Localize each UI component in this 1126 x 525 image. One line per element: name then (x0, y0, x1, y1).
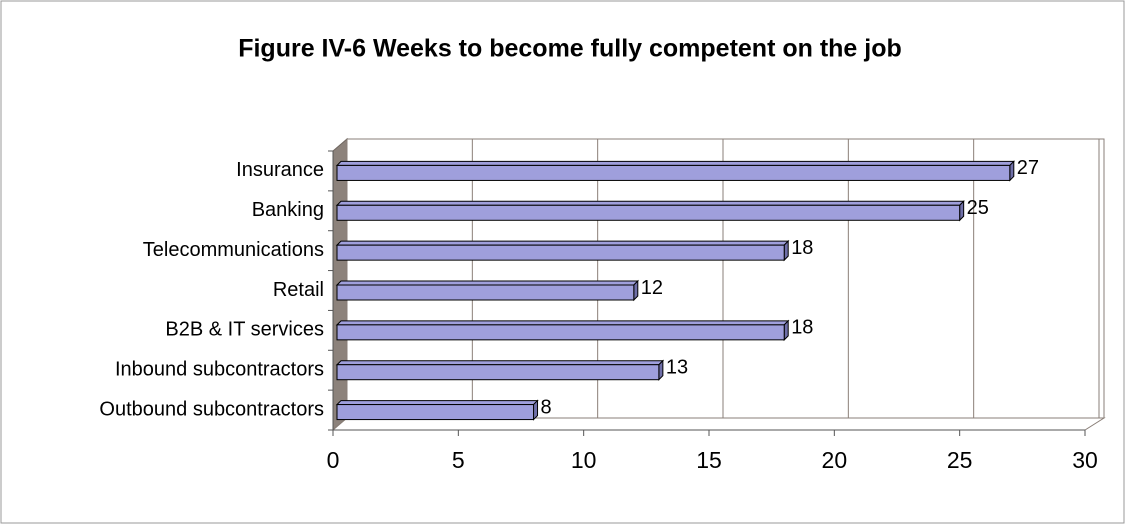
bar-top (335, 240, 790, 246)
bar-front (336, 324, 785, 341)
x-tick-label: 10 (571, 447, 597, 473)
value-label: 18 (791, 317, 813, 339)
bar-side (959, 200, 965, 222)
y-tick-label: Insurance (236, 159, 324, 181)
bar-top (335, 360, 665, 366)
bar (335, 279, 640, 302)
x-tick-label: 20 (822, 447, 848, 473)
bar (335, 319, 790, 342)
chart-title: Figure IV-6 Weeks to become fully compet… (238, 35, 902, 63)
x-tick-label: 5 (452, 447, 465, 473)
x-tick-label: 25 (947, 447, 973, 473)
bar-side (783, 319, 789, 342)
bar-top (335, 400, 539, 406)
bar-top (335, 320, 790, 326)
bar-top (335, 280, 640, 286)
bar (335, 359, 665, 381)
value-label: 8 (541, 396, 552, 418)
value-label: 25 (967, 197, 989, 219)
bar (335, 200, 965, 222)
value-label: 27 (1017, 157, 1039, 179)
bar-front (336, 164, 1011, 181)
bar-side (533, 399, 539, 421)
y-tick-label: Banking (252, 199, 324, 221)
x-tick-label: 0 (327, 447, 340, 473)
bar-side (783, 239, 789, 262)
bar-front (336, 404, 535, 421)
bar (335, 239, 790, 262)
bar-front (336, 364, 660, 381)
y-tick-label: Inbound subcontractors (115, 358, 324, 380)
bar-front (336, 284, 635, 301)
bar-top (335, 160, 1016, 166)
x-tick-label: 30 (1072, 447, 1098, 473)
bar (335, 399, 539, 421)
bar (335, 160, 1016, 182)
y-tick-label: Telecommunications (143, 239, 324, 261)
value-label: 12 (641, 277, 663, 299)
y-tick-label: Outbound subcontractors (99, 398, 324, 420)
bar-side (1009, 160, 1015, 182)
value-label: 13 (666, 356, 688, 378)
bar-side (633, 279, 639, 302)
y-tick-label: B2B & IT services (165, 319, 324, 341)
bar-side (658, 359, 664, 381)
value-label: 18 (791, 237, 813, 259)
bar-front (336, 204, 961, 221)
y-tick-label: Retail (273, 279, 324, 301)
bar-top (335, 200, 965, 206)
x-tick-label: 15 (696, 447, 722, 473)
bar-front (336, 244, 785, 261)
